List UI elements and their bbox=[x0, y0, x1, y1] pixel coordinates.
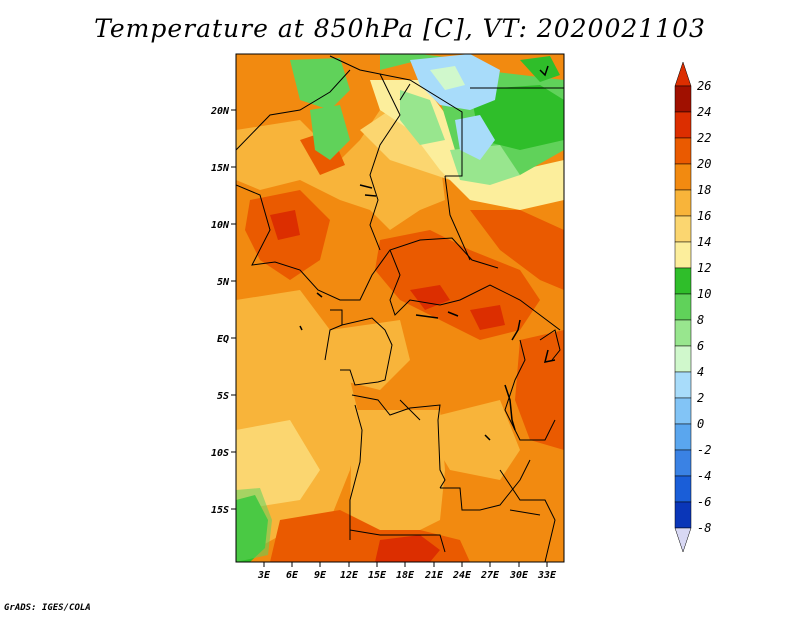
lon-tick-label: 27E bbox=[480, 570, 500, 581]
lon-axis: 3E 6E 9E 12E 15E 18E 21E 24E 27E 30E 33E bbox=[257, 562, 557, 581]
temperature-field bbox=[236, 54, 564, 562]
lat-tick-label: 5N bbox=[217, 277, 230, 288]
lon-tick-label: 24E bbox=[452, 570, 472, 581]
colorbar-swatch bbox=[674, 319, 692, 347]
lon-tick-label: 21E bbox=[424, 570, 444, 581]
lon-tick-label: 15E bbox=[368, 570, 387, 581]
colorbar-label: 14 bbox=[697, 235, 711, 249]
lon-tick-label: 9E bbox=[314, 570, 327, 581]
lat-tick-label: EQ bbox=[217, 334, 229, 345]
colorbar-label: 18 bbox=[697, 183, 711, 197]
colorbar-label: -4 bbox=[697, 469, 711, 483]
lon-tick-label: 12E bbox=[340, 570, 359, 581]
lon-tick-label: 3E bbox=[257, 570, 271, 581]
colorbar-swatch bbox=[674, 85, 692, 113]
lat-tick-label: 10N bbox=[211, 220, 230, 231]
colorbar-label: 20 bbox=[697, 157, 711, 171]
colorbar-label: 0 bbox=[697, 417, 704, 431]
colorbar-label: 2 bbox=[697, 391, 704, 405]
map-frame bbox=[235, 53, 565, 563]
colorbar-swatch bbox=[674, 111, 692, 139]
lat-tick-label: 10S bbox=[211, 448, 229, 459]
lake-outlines bbox=[299, 65, 556, 441]
colorbar-swatch bbox=[674, 267, 692, 295]
lon-tick-label: 6E bbox=[286, 570, 299, 581]
colorbar-swatch bbox=[674, 345, 692, 373]
colorbar-label: 12 bbox=[697, 261, 711, 275]
colorbar-label: 10 bbox=[697, 287, 711, 301]
colorbar-label: 24 bbox=[697, 105, 711, 119]
lat-tick-label: 20N bbox=[210, 106, 230, 117]
colorbar-top-arrow bbox=[674, 61, 692, 87]
colorbar-label: -2 bbox=[697, 443, 711, 457]
colorbar-swatch bbox=[674, 501, 692, 529]
colorbar-label: 8 bbox=[697, 313, 704, 327]
lon-tick-label: 33E bbox=[537, 570, 557, 581]
lat-tick-label: 15S bbox=[211, 505, 229, 516]
colorbar-label: 4 bbox=[697, 365, 704, 379]
colorbar-swatch bbox=[674, 137, 692, 165]
colorbar-label: 26 bbox=[697, 79, 711, 93]
colorbar-swatch bbox=[674, 241, 692, 269]
colorbar-swatch bbox=[674, 293, 692, 321]
colorbar-swatch bbox=[674, 397, 692, 425]
colorbar-swatch bbox=[674, 475, 692, 503]
lat-tick-label: 15N bbox=[211, 163, 230, 174]
chart-title: Temperature at 850hPa [C], VT: 202002110… bbox=[94, 14, 706, 43]
country-borders bbox=[236, 55, 564, 562]
lon-tick-label: 30E bbox=[509, 570, 529, 581]
colorbar-label: 22 bbox=[697, 131, 711, 145]
lat-axis: 20N 15N 10N 5N EQ 5S 10S 15S bbox=[210, 106, 236, 516]
colorbar-label: -8 bbox=[697, 521, 711, 535]
lat-tick-label: 5S bbox=[217, 391, 229, 402]
colorbar-swatch bbox=[674, 423, 692, 451]
grads-credit: GrADS: IGES/COLA bbox=[4, 603, 91, 613]
lon-tick-label: 18E bbox=[396, 570, 415, 581]
colorbar-swatch bbox=[674, 215, 692, 243]
colorbar-bottom-arrow bbox=[674, 527, 692, 553]
colorbar-swatch bbox=[674, 371, 692, 399]
colorbar-swatch bbox=[674, 189, 692, 217]
colorbar-swatch bbox=[674, 163, 692, 191]
colorbar-label: 6 bbox=[697, 339, 704, 353]
colorbar-swatch bbox=[674, 449, 692, 477]
colorbar-label: 16 bbox=[697, 209, 711, 223]
colorbar-label: -6 bbox=[697, 495, 711, 509]
